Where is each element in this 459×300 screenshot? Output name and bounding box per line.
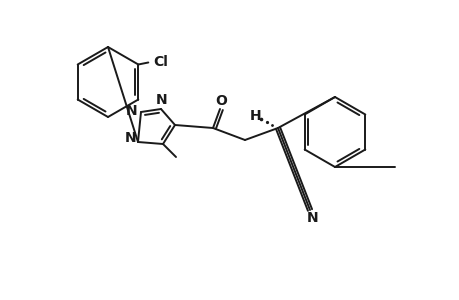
Text: H: H: [250, 109, 261, 123]
Text: O: O: [215, 94, 226, 108]
Text: Cl: Cl: [152, 55, 168, 68]
Text: N: N: [125, 131, 136, 145]
Text: N: N: [156, 93, 168, 107]
Text: N: N: [307, 211, 318, 225]
Text: N: N: [126, 104, 138, 118]
